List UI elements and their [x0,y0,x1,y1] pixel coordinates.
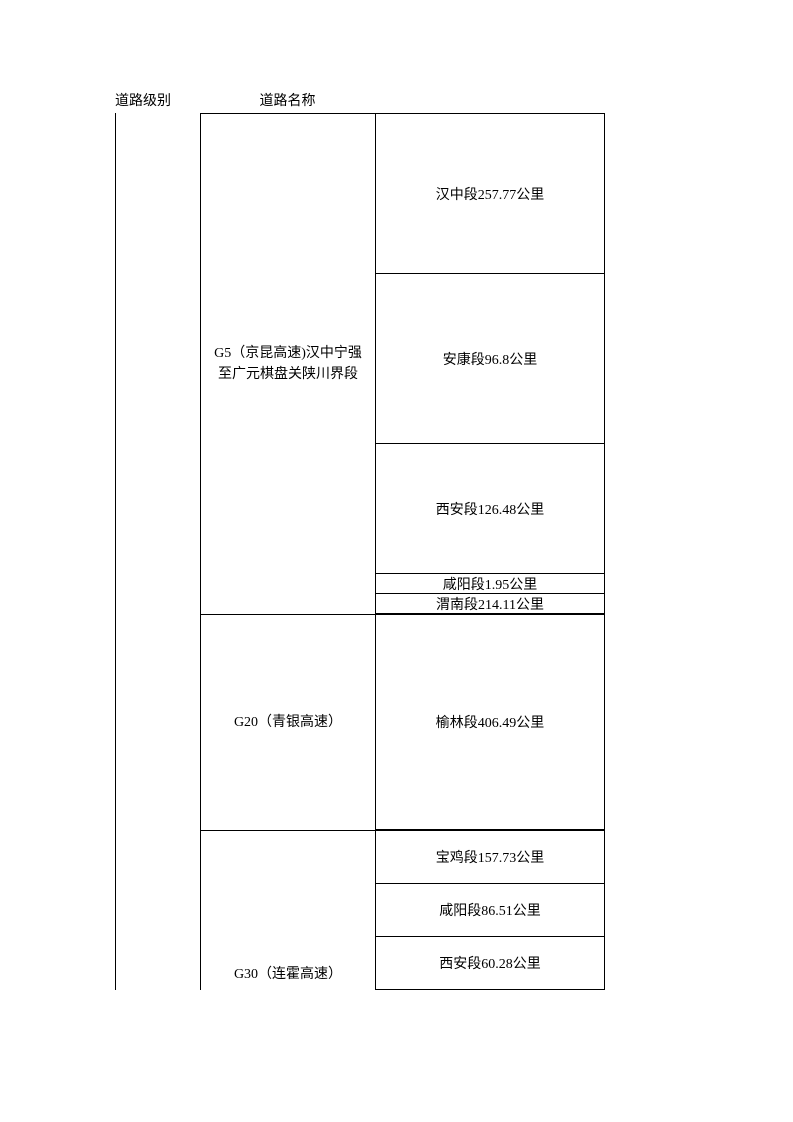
road-name-cell: G5（京昆高速)汉中宁强至广元棋盘关陕川界段 [201,114,376,614]
segment-cell: 安康段96.8公里 [376,274,605,444]
segment-cell: 汉中段257.77公里 [376,114,605,274]
segment-cell: 西安段60.28公里 [376,937,605,990]
segments-column: 宝鸡段157.73公里咸阳段86.51公里西安段60.28公里 [376,831,605,990]
segment-cell: 咸阳段86.51公里 [376,884,605,937]
segment-cell: 榆林段406.49公里 [376,615,605,830]
roads-container: G5（京昆高速)汉中宁强至广元棋盘关陕川界段汉中段257.77公里安康段96.8… [201,113,605,990]
road-name-cell: G30（连霍高速） [201,831,376,990]
header-road-level: 道路级别 [115,90,200,113]
segments-column: 汉中段257.77公里安康段96.8公里西安段126.48公里咸阳段1.95公里… [376,114,605,614]
table-body: G5（京昆高速)汉中宁强至广元棋盘关陕川界段汉中段257.77公里安康段96.8… [115,113,605,990]
segments-column: 榆林段406.49公里 [376,615,605,830]
segment-cell: 咸阳段1.95公里 [376,574,605,594]
road-table: 道路级别 道路名称 G5（京昆高速)汉中宁强至广元棋盘关陕川界段汉中段257.7… [115,90,605,990]
road-group: G5（京昆高速)汉中宁强至广元棋盘关陕川界段汉中段257.77公里安康段96.8… [201,113,605,614]
segment-cell: 宝鸡段157.73公里 [376,831,605,884]
segment-cell: 渭南段214.11公里 [376,594,605,614]
table-header-row: 道路级别 道路名称 [115,90,605,113]
road-group: G30（连霍高速）宝鸡段157.73公里咸阳段86.51公里西安段60.28公里 [201,830,605,990]
header-road-name: 道路名称 [200,90,375,113]
road-group: G20（青银高速）榆林段406.49公里 [201,614,605,830]
col-road-level [116,113,201,990]
road-name-cell: G20（青银高速） [201,615,376,830]
segment-cell: 西安段126.48公里 [376,444,605,574]
